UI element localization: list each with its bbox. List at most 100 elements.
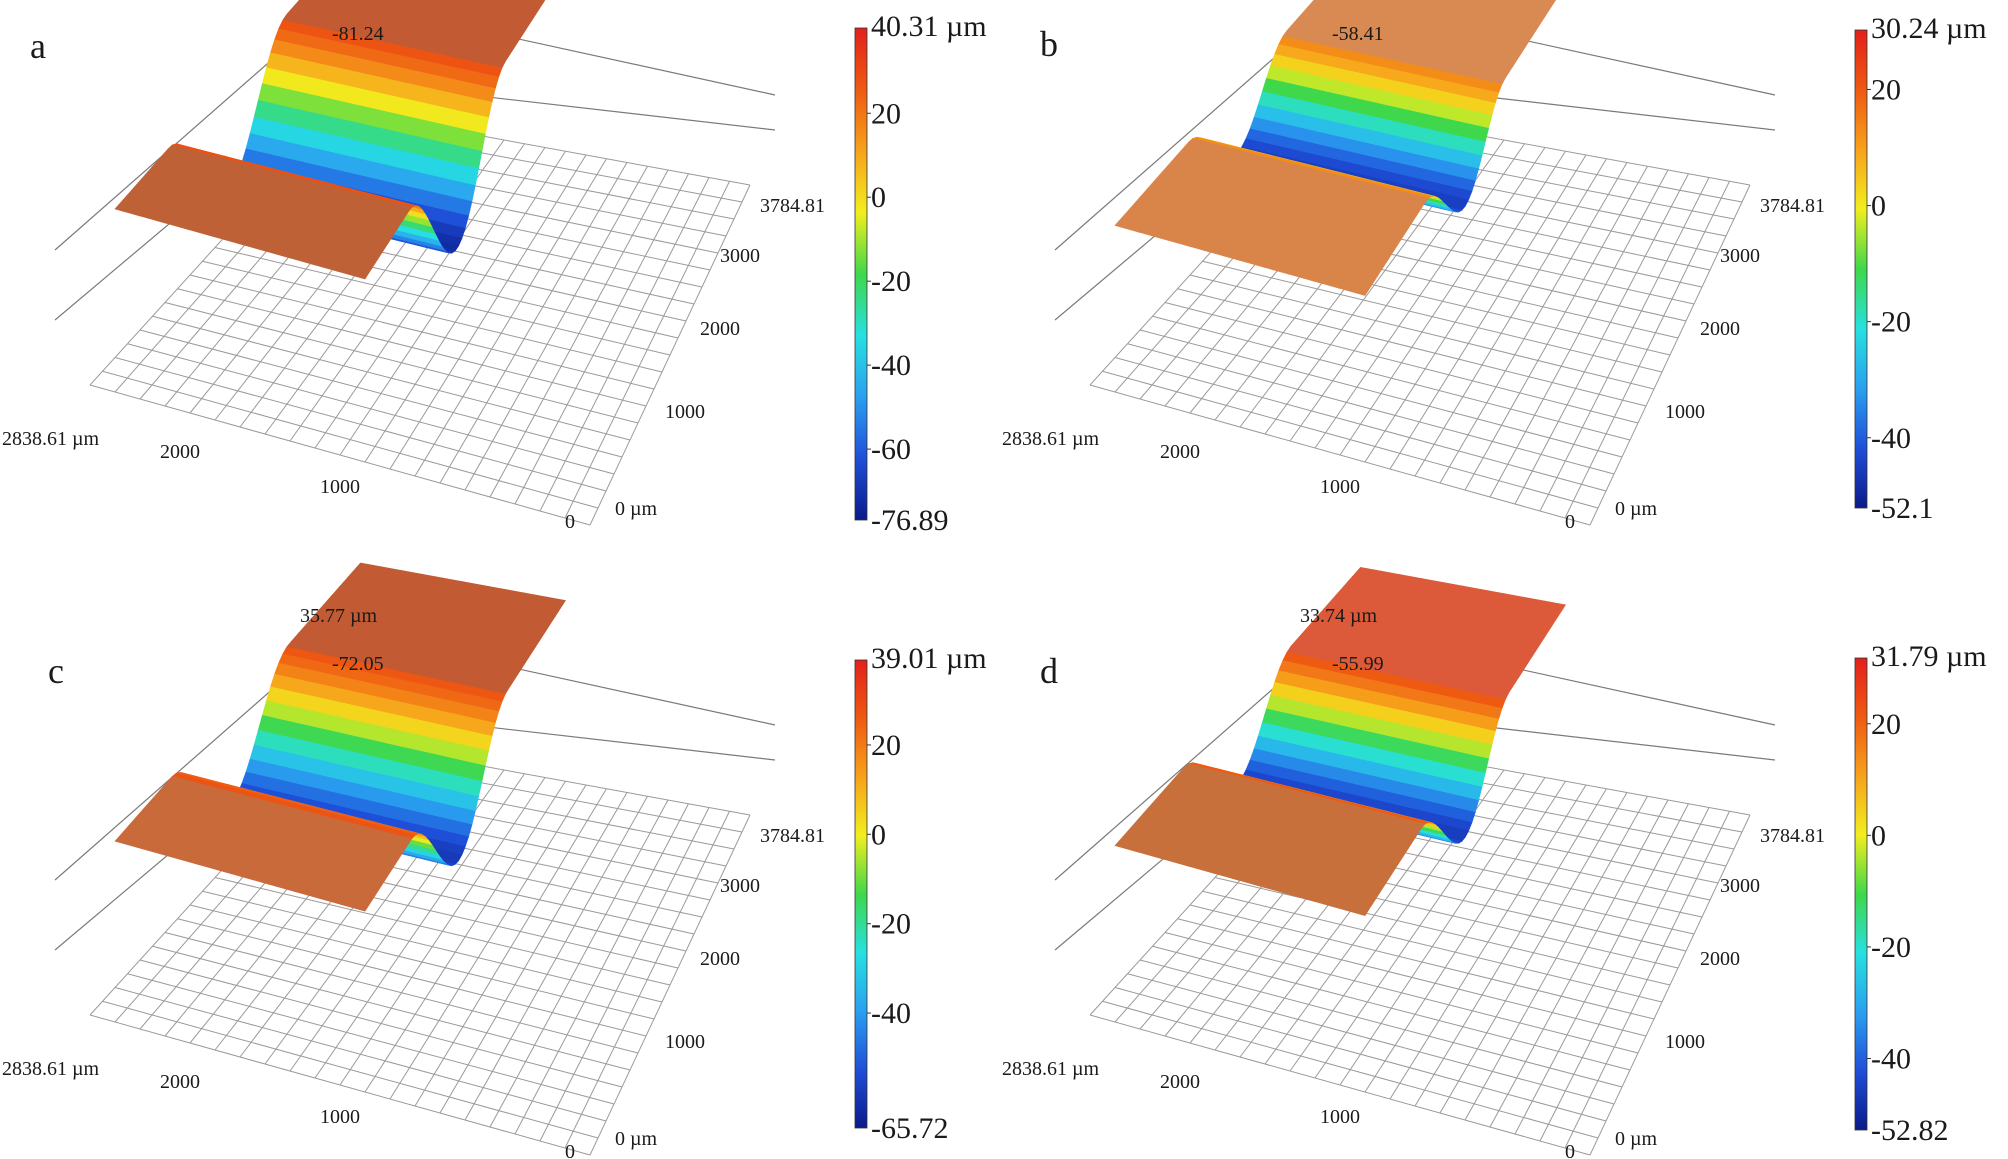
colorbar-min-label: -76.89 <box>871 504 949 537</box>
colorbar-max-label: 39.01 µm <box>871 642 987 675</box>
surface-plot <box>1114 0 1557 296</box>
z-bottom-label: -55.99 <box>1332 653 1384 675</box>
y-tick-label: 1000 <box>1665 1031 1705 1053</box>
x-tick-label: 2000 <box>1160 441 1200 463</box>
y-tick-label: 3000 <box>1720 245 1760 267</box>
grid-line <box>439 792 628 1114</box>
y-tick-label: 3000 <box>720 245 760 267</box>
z-top-label: 33.74 µm <box>1300 605 1378 627</box>
floor-grid <box>1089 109 1751 526</box>
grid-line <box>1564 811 1730 1149</box>
grid-line <box>389 784 587 1100</box>
colorbar: 40.31 µm 20 0 -20 -40 -60 -76.89 <box>854 10 987 537</box>
colorbar-gradient <box>1854 29 1868 509</box>
y-axis-label: 3784.81 <box>1760 825 1825 847</box>
grid-line <box>1364 150 1566 463</box>
z-bottom-label: -58.41 <box>1332 23 1384 45</box>
colorbar-min-label: -65.72 <box>871 1112 949 1145</box>
colorbar-tick-label: -20 <box>871 908 911 941</box>
x-tick-label: 2000 <box>1160 1071 1200 1093</box>
grid-line <box>414 788 607 1107</box>
surface-facet <box>339 898 369 912</box>
colorbar-tick-label: -20 <box>1871 306 1911 339</box>
colorbar: 39.01 µm 20 0 -20 -40 -65.72 <box>854 642 987 1145</box>
x-axis-label: 2838.61 µm <box>2 1058 100 1080</box>
grid-line <box>1214 877 1671 986</box>
surface-facet <box>1339 903 1369 916</box>
grid-line <box>1564 181 1730 519</box>
grid-line <box>1539 807 1710 1142</box>
colorbar-tick-label: 20 <box>871 97 901 130</box>
grid-line <box>439 162 628 484</box>
grid-line <box>1439 162 1628 484</box>
surface-plot <box>1114 567 1566 916</box>
panel-c: c 35.77 µm -72.05 2838.61 µm 2000 1000 0 3784.8… <box>2 562 987 1159</box>
grid-line <box>1389 784 1587 1100</box>
y-tick-label: 0 µm <box>1615 498 1658 520</box>
grid-line <box>539 807 710 1142</box>
colorbar-tick-label: -20 <box>1871 931 1911 964</box>
surface-facet <box>1339 283 1369 296</box>
surface-plot <box>114 0 546 280</box>
grid-line <box>514 803 689 1135</box>
grid-line <box>214 247 671 356</box>
colorbar-tick-label: 0 <box>871 181 886 214</box>
colorbar-tick-label: -40 <box>1871 422 1911 455</box>
x-axis-label: 2838.61 µm <box>1002 428 1100 450</box>
colorbar-max-label: 31.79 µm <box>1871 640 1987 673</box>
grid-line <box>1589 814 1751 1156</box>
x-tick-label: 0 <box>565 511 575 533</box>
y-tick-label: 0 µm <box>615 498 658 520</box>
y-axis-label: 3784.81 <box>760 825 825 847</box>
grid-line <box>514 173 689 505</box>
grid-line <box>414 158 607 477</box>
x-tick-label: 2000 <box>160 1071 200 1093</box>
y-axis-label: 3784.81 <box>760 195 825 217</box>
colorbar-tick-label: -40 <box>871 997 911 1030</box>
grid-line <box>1489 169 1669 498</box>
x-tick-label: 1000 <box>1320 476 1360 498</box>
y-tick-label: 2000 <box>700 318 740 340</box>
x-axis-label: 2838.61 µm <box>1002 1058 1100 1080</box>
colorbar-gradient <box>854 27 868 521</box>
grid-line <box>1414 158 1607 477</box>
grid-line <box>214 877 671 986</box>
colorbar-tick-label: 20 <box>871 729 901 762</box>
x-tick-label: 0 <box>1565 511 1575 533</box>
colorbar: 31.79 µm 20 0 -20 -40 -52.82 <box>1854 640 1987 1147</box>
grid-line <box>564 811 730 1149</box>
y-tick-label: 3000 <box>1720 875 1760 897</box>
x-tick-label: 1000 <box>320 1106 360 1128</box>
colorbar-tick-label: 0 <box>1871 819 1886 852</box>
grid-line <box>1364 780 1566 1093</box>
grid-line <box>1489 799 1669 1128</box>
grid-line <box>464 796 648 1121</box>
grid-line <box>389 154 587 470</box>
y-tick-label: 0 µm <box>615 1128 658 1150</box>
panel-letter: d <box>1040 651 1058 691</box>
colorbar-gradient <box>854 659 868 1129</box>
colorbar-tick-label: -60 <box>871 433 911 466</box>
grid-line <box>539 177 710 512</box>
colorbar: 30.24 µm 20 0 -20 -40 -52.1 <box>1854 12 1987 525</box>
grid-line <box>1414 788 1607 1107</box>
colorbar-tick-label: -40 <box>871 349 911 382</box>
y-tick-label: 0 µm <box>1615 1128 1658 1150</box>
grid-line <box>489 169 669 498</box>
grid-line <box>1514 173 1689 505</box>
grid-line <box>1539 177 1710 512</box>
y-tick-label: 1000 <box>665 1031 705 1053</box>
colorbar-tick-label: -40 <box>1871 1042 1911 1075</box>
grid-line <box>1514 803 1689 1135</box>
x-tick-label: 1000 <box>1320 1106 1360 1128</box>
colorbar-min-label: -52.1 <box>1871 492 1934 525</box>
grid-line <box>589 184 751 526</box>
y-tick-label: 2000 <box>1700 318 1740 340</box>
z-top-label: 35.77 µm <box>300 605 378 627</box>
colorbar-max-label: 40.31 µm <box>871 10 987 43</box>
grid-line <box>589 814 751 1156</box>
grid-line <box>1464 166 1648 491</box>
